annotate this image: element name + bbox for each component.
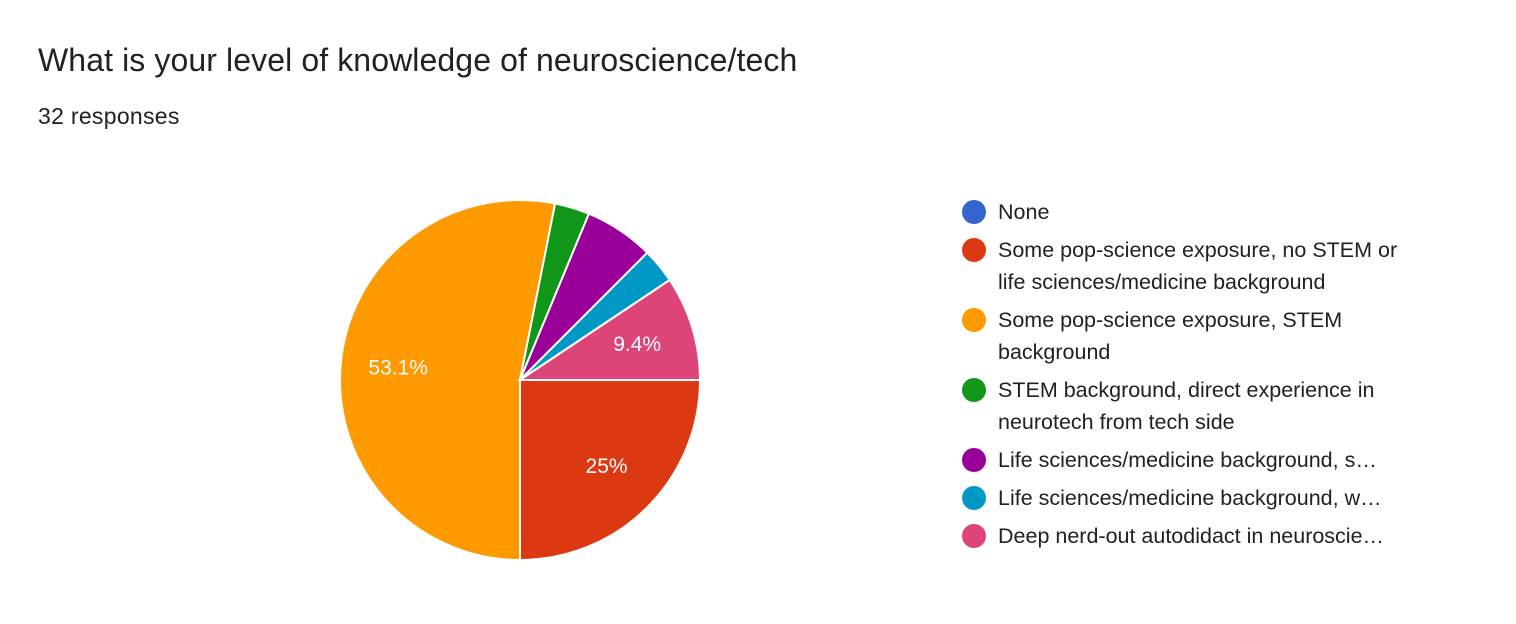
legend-label: Life sciences/medicine background, w… — [998, 486, 1382, 510]
legend-swatch — [962, 378, 986, 402]
legend-item[interactable]: Life sciences/medicine background, s… — [962, 444, 1442, 476]
chart-legend: None Some pop-science exposure, no STEM o… — [962, 196, 1442, 558]
pie-slice-labels: 25% 53.1% 9.4% — [368, 333, 661, 478]
legend-item[interactable]: None — [962, 196, 1442, 228]
legend-label: Some pop-science exposure, STEM backgrou… — [998, 308, 1343, 364]
legend-swatch — [962, 200, 986, 224]
legend-label: Deep nerd-out autodidact in neuroscie… — [998, 524, 1385, 548]
legend-label: Life sciences/medicine background, s… — [998, 448, 1377, 472]
pie-slice-label-2: 53.1% — [368, 357, 428, 380]
legend-item[interactable]: Life sciences/medicine background, w… — [962, 482, 1442, 514]
legend-swatch — [962, 524, 986, 548]
pie-slice-label-6: 9.4% — [613, 333, 661, 356]
legend-item[interactable]: Some pop-science exposure, no STEM or li… — [962, 234, 1442, 298]
pie-slice-6[interactable] — [516, 278, 702, 381]
response-count: 32 responses — [38, 103, 180, 129]
pie-slice-label-1: 25% — [586, 455, 628, 478]
legend-item[interactable]: STEM background, direct experience in ne… — [962, 374, 1442, 438]
pie-slice-1[interactable] — [519, 379, 702, 562]
legend-item[interactable]: Some pop-science exposure, STEM backgrou… — [962, 304, 1442, 368]
legend-swatch — [962, 308, 986, 332]
pie-slice-2[interactable] — [339, 199, 557, 562]
legend-swatch — [962, 448, 986, 472]
pie-slices — [339, 199, 702, 562]
legend-label: Some pop-science exposure, no STEM or li… — [998, 238, 1398, 294]
legend-item[interactable]: Deep nerd-out autodidact in neuroscie… — [962, 520, 1442, 552]
chart-title: What is your level of knowledge of neuro… — [38, 42, 798, 78]
legend-label: STEM background, direct experience in ne… — [998, 378, 1375, 434]
legend-label: None — [998, 200, 1050, 224]
legend-swatch — [962, 486, 986, 510]
legend-swatch — [962, 238, 986, 262]
